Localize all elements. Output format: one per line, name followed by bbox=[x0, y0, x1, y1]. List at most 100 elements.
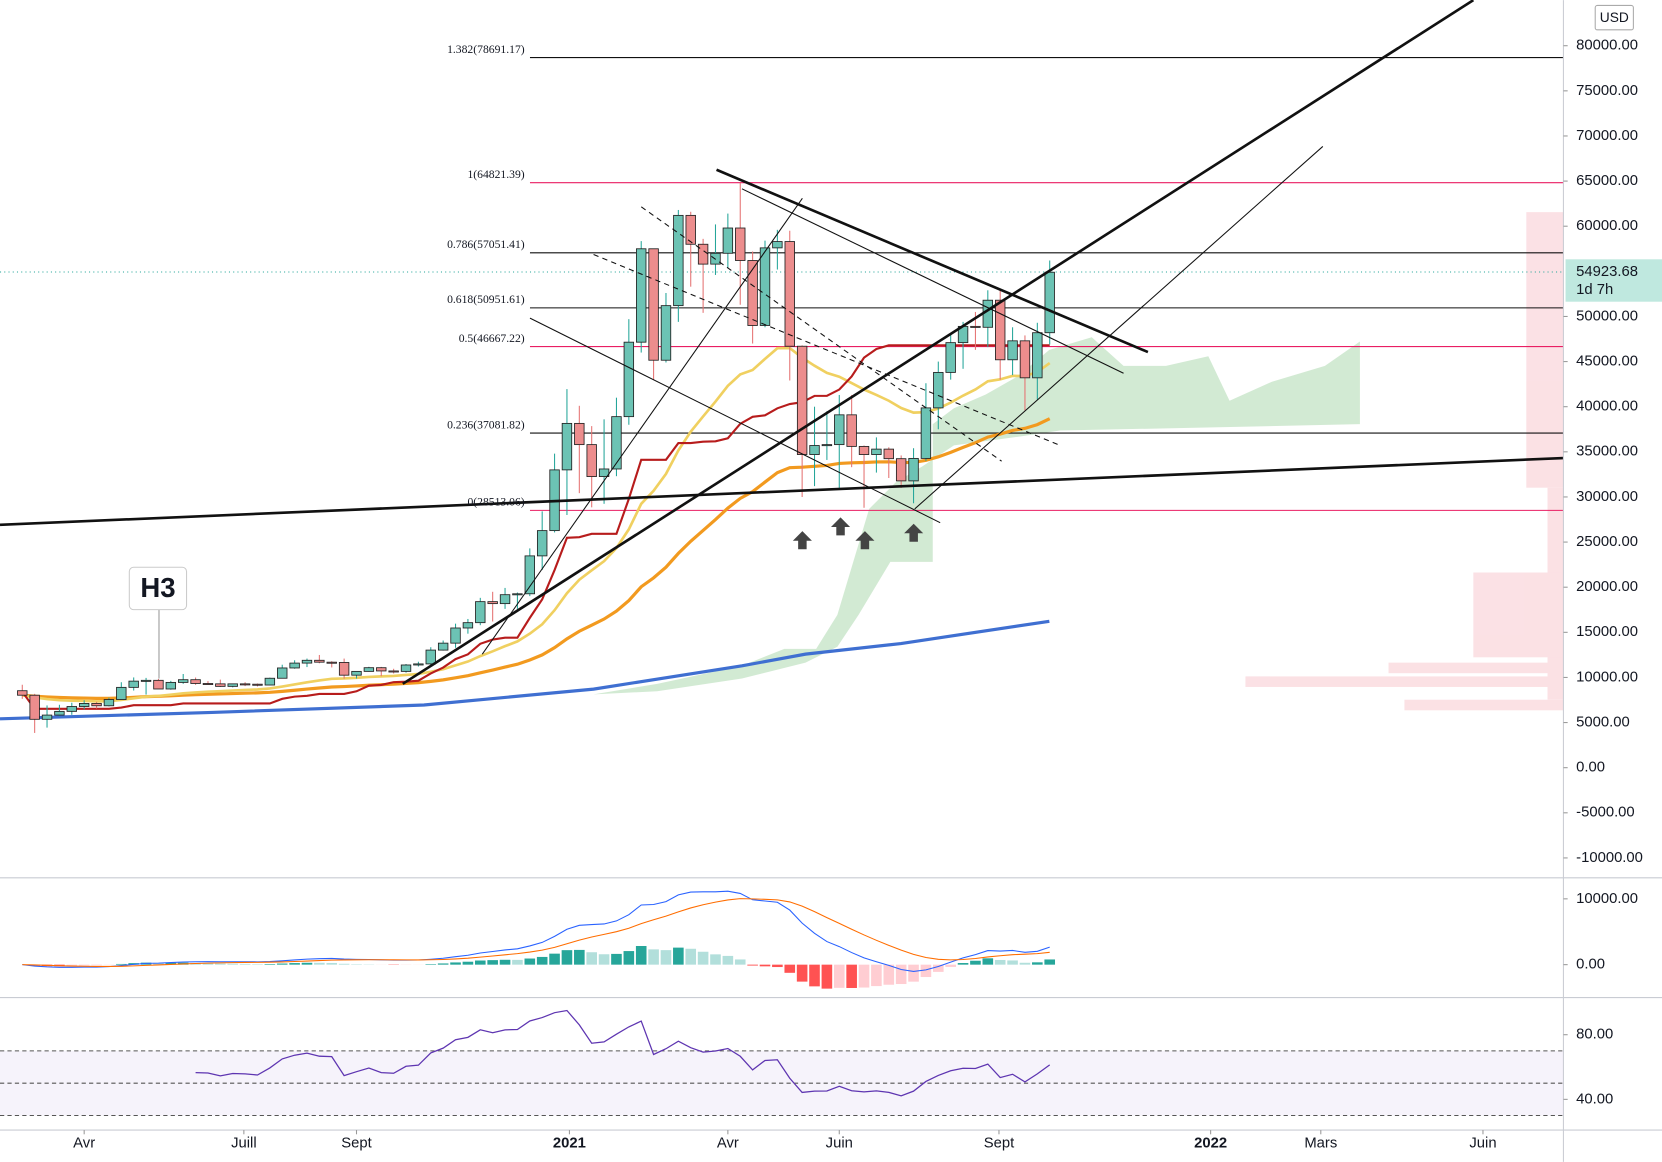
candle-body bbox=[363, 667, 375, 672]
macd-hist bbox=[425, 964, 437, 965]
candle-body bbox=[462, 622, 474, 629]
x-tick-label: Avr bbox=[73, 1136, 95, 1152]
candle-body bbox=[289, 662, 300, 669]
macd-hist bbox=[920, 964, 932, 978]
y-tick-label: 30000.00 bbox=[1576, 489, 1638, 505]
candle-body bbox=[338, 662, 350, 676]
macd-hist bbox=[78, 964, 90, 966]
macd-hist bbox=[1044, 959, 1056, 965]
cloud bbox=[593, 337, 1360, 695]
candle-body bbox=[809, 445, 820, 455]
macd-hist bbox=[586, 952, 597, 965]
macd-hist bbox=[165, 962, 177, 965]
candle-body bbox=[586, 444, 597, 477]
x-tick-label: 2021 bbox=[553, 1136, 586, 1152]
candle-body bbox=[1007, 340, 1018, 361]
macd-hist bbox=[437, 963, 449, 965]
fib-label: 1.382(78691.17) bbox=[447, 43, 525, 56]
macd-hist bbox=[809, 964, 820, 987]
candle-body bbox=[425, 649, 436, 665]
macd-hist bbox=[289, 963, 300, 965]
countdown: 1d 7h bbox=[1576, 282, 1613, 298]
candle-body bbox=[561, 422, 573, 471]
x-tick-label: 2022 bbox=[1194, 1136, 1227, 1152]
fib-label: 1(64821.39) bbox=[467, 168, 524, 181]
macd-hist bbox=[648, 949, 659, 965]
candle-body bbox=[475, 601, 486, 624]
fib-label: 0.5(46667.22) bbox=[459, 332, 525, 345]
x-tick-label: Sept bbox=[341, 1136, 372, 1152]
candle-body bbox=[536, 530, 548, 557]
fib-label: 0.786(57051.41) bbox=[447, 238, 525, 251]
rsi-line bbox=[195, 1009, 1051, 1097]
candle-body bbox=[895, 458, 907, 482]
y-tick-label: 5000.00 bbox=[1576, 714, 1630, 730]
macd-hist bbox=[933, 964, 944, 972]
macd-hist bbox=[784, 964, 796, 973]
macd-hist bbox=[301, 962, 313, 965]
candle-body bbox=[301, 659, 313, 664]
macd-hist bbox=[314, 962, 325, 965]
candle-body bbox=[796, 345, 808, 455]
macd-tick-label: 0.00 bbox=[1576, 957, 1605, 973]
candle-body bbox=[450, 627, 461, 644]
rsi-tick-label: 40.00 bbox=[1576, 1091, 1613, 1107]
candle-body bbox=[883, 448, 894, 460]
x-tick-label: Juill bbox=[231, 1136, 257, 1152]
candle-body bbox=[252, 683, 263, 686]
macd-hist bbox=[772, 964, 783, 968]
macd-hist bbox=[710, 954, 721, 965]
macd-hist bbox=[549, 953, 560, 965]
annotation: H3 bbox=[140, 572, 175, 603]
macd-hist bbox=[1007, 960, 1018, 965]
y-tick-label: 65000.00 bbox=[1576, 173, 1638, 189]
candle-body bbox=[153, 679, 164, 690]
candle-body bbox=[747, 260, 758, 326]
macd-hist bbox=[635, 945, 647, 965]
candle-body bbox=[722, 227, 734, 254]
y-tick-label: 25000.00 bbox=[1576, 534, 1638, 550]
macd-hist bbox=[871, 964, 882, 987]
marks bbox=[17, 182, 1055, 733]
macd-hist bbox=[945, 964, 956, 967]
macd-hist bbox=[796, 964, 808, 982]
candle-body bbox=[326, 661, 337, 664]
candle-body bbox=[636, 248, 647, 343]
candle-body bbox=[623, 341, 635, 418]
candle-body bbox=[821, 444, 833, 447]
candle-body bbox=[920, 407, 932, 459]
candle-body bbox=[264, 677, 276, 686]
y-tick-label: 10000.00 bbox=[1576, 669, 1638, 685]
macd-hist bbox=[474, 960, 486, 965]
y-tick-label: 45000.00 bbox=[1576, 354, 1638, 370]
candle-body bbox=[165, 681, 177, 690]
base-line bbox=[21, 344, 1050, 710]
macd-hist bbox=[524, 958, 536, 965]
candle-body bbox=[17, 690, 28, 696]
candle-body bbox=[128, 680, 139, 688]
candle-body bbox=[735, 227, 746, 261]
macd-hist bbox=[1019, 962, 1031, 965]
candle-body bbox=[116, 686, 127, 700]
y-tick-label: 0.00 bbox=[1576, 760, 1605, 776]
macd-hist bbox=[759, 964, 771, 967]
candle-body bbox=[697, 243, 709, 265]
x-tick-label: Juin bbox=[826, 1136, 853, 1152]
trend-lines bbox=[0, 0, 1564, 685]
candle-body bbox=[351, 670, 362, 676]
macd-hist bbox=[264, 964, 276, 965]
rsi-tick-label: 80.00 bbox=[1576, 1027, 1613, 1043]
x-tick-label: Juin bbox=[1469, 1136, 1496, 1152]
macd-hist bbox=[833, 964, 845, 988]
x-tick-label: Mars bbox=[1304, 1136, 1337, 1152]
macd-hist bbox=[66, 964, 78, 966]
macd-hist bbox=[660, 950, 672, 965]
macd-hist bbox=[957, 963, 969, 965]
macd-hist bbox=[611, 953, 622, 965]
macd-hist bbox=[450, 962, 461, 965]
currency: USD bbox=[1600, 10, 1629, 25]
long-ma bbox=[0, 619, 1050, 721]
candle-body bbox=[413, 663, 424, 666]
y-tick-label: 60000.00 bbox=[1576, 218, 1638, 234]
